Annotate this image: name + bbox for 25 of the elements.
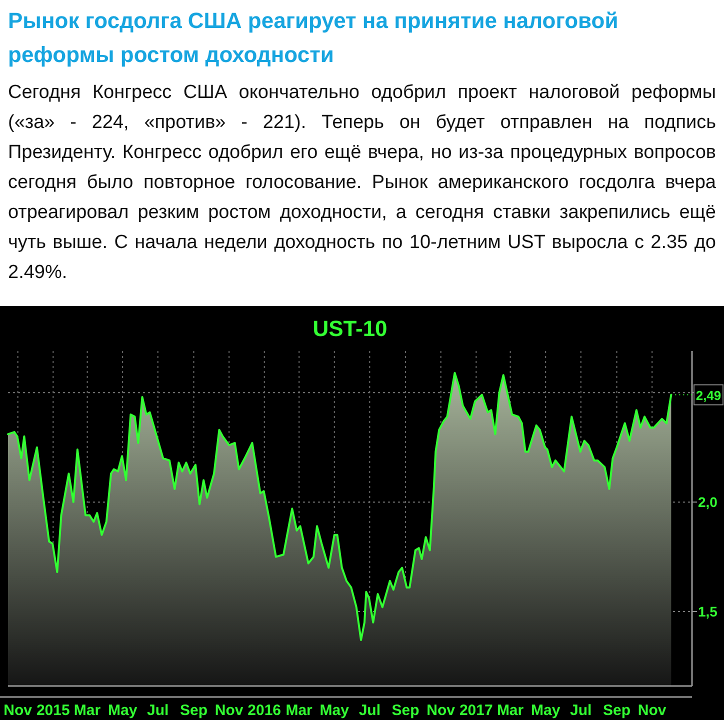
x-tick-label: Jul <box>358 702 381 719</box>
y-tick-label: 2,0 <box>698 494 718 510</box>
x-tick-label: Sep <box>603 702 631 719</box>
x-tick-label: May <box>108 702 138 719</box>
x-tick-label: May <box>531 702 561 719</box>
x-tick-label: 2017 <box>459 702 493 719</box>
text: UST-10 <box>312 316 388 341</box>
x-tick-label: Nov <box>4 702 33 719</box>
x-tick-label: Jul <box>147 702 169 719</box>
x-tick-label: Sep <box>180 702 208 719</box>
x-tick-label: Mar <box>286 702 313 719</box>
x-tick-label: 2016 <box>248 702 282 719</box>
x-tick-label: Mar <box>74 702 101 719</box>
y-tick-label: 1,5 <box>698 604 718 620</box>
x-tick-label: Nov <box>638 702 667 719</box>
x-tick-label: May <box>320 702 350 719</box>
x-tick-label: Sep <box>392 702 420 719</box>
x-tick-label: Nov <box>426 702 456 719</box>
chart-title: Рынок госдолга США реагирует на принятие налоговой реформы ростом доходности <box>8 7 620 69</box>
x-tick-label: Mar <box>496 702 524 719</box>
chart-subtitle: Сегодня Конгресс США окончательно одобрил проект налоговой реформы («за» - 224, «против» - 221). Теперь он будет отправлен на подпись Президенту. Конгресс одобрил его ещё вчера, но из-за процедурных вопросов сегодня было повторное голосование. Рынок американского госдолга вчера отреагировал резким ростом доходности, а сегодня ставки закрепились ещё чуть выше. С начала недели доходность по 10-летним UST выросла с 2.35 до 2.49%. <box>8 81 716 285</box>
x-tick-label: 2015 <box>36 702 70 719</box>
x-tick-label: Nov <box>214 702 244 719</box>
annotation: 2,49 <box>696 388 722 403</box>
x-tick-label: Jul <box>570 702 592 719</box>
